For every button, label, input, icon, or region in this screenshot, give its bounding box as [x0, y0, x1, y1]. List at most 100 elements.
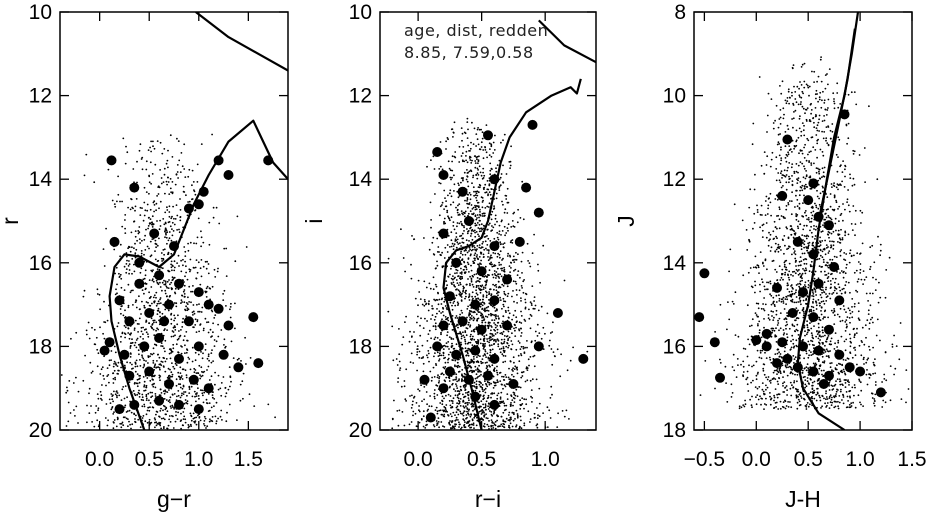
panel-2-member-stars: [419, 119, 589, 423]
field-star: [183, 143, 186, 146]
field-star: [177, 411, 180, 414]
field-star: [474, 224, 477, 227]
field-star: [194, 193, 197, 196]
field-star: [476, 280, 479, 282]
field-star: [501, 200, 503, 203]
field-star: [139, 365, 142, 367]
field-star: [485, 367, 488, 370]
field-star: [433, 355, 435, 358]
field-star: [487, 405, 489, 408]
field-star: [427, 303, 430, 306]
field-star: [491, 168, 493, 171]
field-star: [469, 254, 472, 257]
field-star: [461, 132, 464, 135]
field-star: [515, 321, 518, 324]
member-star: [233, 362, 244, 373]
field-star: [144, 389, 147, 392]
field-star: [770, 158, 773, 161]
field-star: [474, 389, 477, 392]
field-star: [192, 412, 195, 415]
field-star: [464, 338, 466, 341]
field-star: [475, 360, 478, 363]
field-star: [192, 417, 195, 420]
field-star: [430, 159, 432, 162]
field-star: [463, 384, 466, 387]
field-star: [493, 384, 496, 387]
field-star: [451, 176, 453, 179]
field-star: [199, 377, 202, 380]
field-star: [451, 329, 454, 331]
field-star: [771, 315, 773, 317]
field-star: [835, 390, 838, 393]
field-star: [215, 420, 218, 422]
field-star: [765, 404, 768, 406]
isochrone-line: [442, 78, 582, 430]
field-star: [192, 181, 195, 183]
field-star: [224, 386, 227, 389]
field-star: [506, 393, 509, 395]
field-star: [164, 339, 167, 342]
panel-1-x-axis-label: g−r: [157, 486, 191, 512]
field-star: [490, 230, 492, 232]
field-star: [486, 228, 489, 231]
field-star: [85, 333, 88, 336]
field-star: [424, 427, 427, 429]
field-star: [476, 205, 479, 208]
field-star: [188, 285, 191, 288]
field-star: [489, 240, 492, 242]
member-star: [154, 270, 165, 281]
field-star: [741, 219, 744, 222]
field-star: [803, 185, 806, 188]
field-star: [445, 200, 447, 203]
field-star: [145, 319, 148, 322]
field-star: [470, 241, 472, 244]
field-star: [464, 297, 466, 300]
field-star: [181, 165, 184, 168]
field-star: [469, 341, 472, 344]
field-star: [799, 181, 802, 183]
field-star: [572, 346, 574, 349]
field-star: [778, 351, 780, 354]
field-star: [167, 424, 170, 427]
field-star: [776, 227, 778, 230]
field-star: [462, 285, 465, 288]
field-star: [204, 290, 207, 293]
field-star: [423, 386, 426, 388]
field-star: [188, 301, 191, 303]
field-star: [123, 397, 126, 400]
field-star: [217, 374, 220, 377]
field-star: [471, 208, 474, 210]
field-star: [160, 360, 163, 363]
field-star: [459, 278, 462, 281]
field-star: [464, 388, 467, 391]
field-star: [456, 396, 459, 399]
field-star: [473, 246, 476, 249]
field-star: [482, 403, 484, 406]
field-star: [443, 189, 446, 192]
field-star: [207, 393, 210, 395]
field-star: [797, 220, 800, 223]
field-star: [485, 356, 487, 358]
field-star: [478, 263, 480, 266]
field-star: [162, 356, 165, 359]
field-star: [105, 384, 107, 387]
field-star: [779, 181, 782, 184]
field-star: [159, 410, 162, 412]
member-star: [129, 182, 140, 193]
field-star: [182, 418, 185, 420]
field-star: [106, 424, 109, 427]
field-star: [434, 352, 436, 354]
field-star: [182, 384, 185, 387]
field-star: [452, 221, 455, 224]
field-star: [225, 247, 228, 250]
field-star: [454, 156, 457, 159]
field-star: [454, 272, 456, 275]
field-star: [514, 365, 517, 368]
field-star: [537, 414, 539, 417]
field-star: [450, 267, 452, 270]
field-star: [471, 402, 474, 405]
field-star: [468, 202, 471, 204]
field-star: [444, 356, 446, 359]
field-star: [136, 323, 139, 325]
field-star: [108, 359, 111, 362]
